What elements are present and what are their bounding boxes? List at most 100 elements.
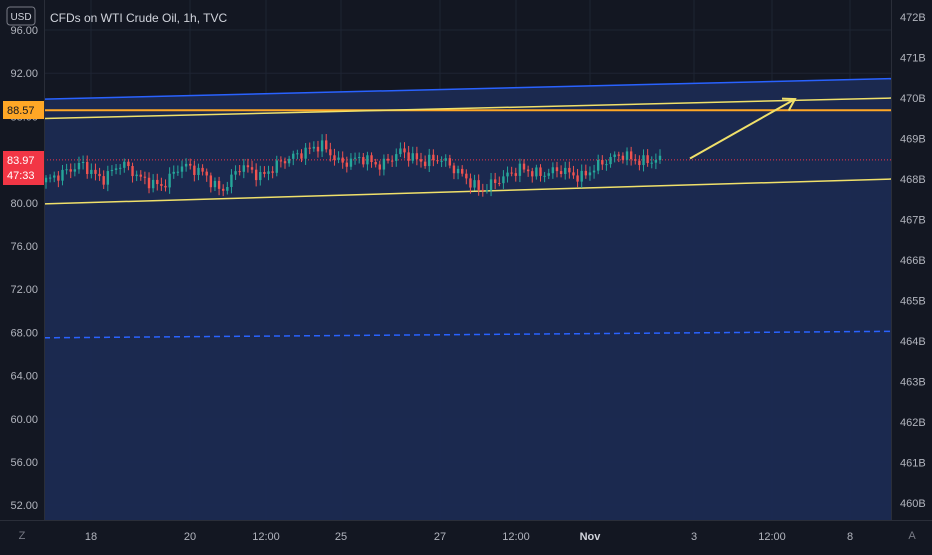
candle-body [213, 180, 217, 188]
channel-mid-dashed-line[interactable] [43, 330, 892, 339]
left-axis-bg[interactable] [0, 0, 44, 520]
candle-body [535, 167, 538, 177]
trend-upper-line[interactable] [43, 97, 892, 120]
right-axis-ticks: 472B 471B 470B 469B 468B 467B 466B 465B 464B 463B… [900, 12, 926, 510]
time-axis-tick-label: 18 [85, 531, 97, 543]
candle-body [642, 155, 645, 166]
time-axis-tick-label: Nov [580, 531, 602, 543]
candle-body [189, 163, 192, 166]
candle-body [444, 158, 447, 161]
candle-body [90, 169, 93, 175]
candle-body [568, 167, 571, 173]
timezone-corner-button[interactable]: Z [19, 530, 26, 542]
right-axis-tick-label: 462B [900, 417, 926, 429]
projection-arrow-head[interactable] [781, 97, 797, 111]
candle-body [106, 171, 110, 185]
candle-body [613, 154, 616, 158]
candle-body [304, 147, 307, 159]
candle-body [283, 161, 287, 164]
candle-body [366, 155, 369, 165]
candle-body [547, 173, 550, 176]
candle-body [308, 147, 311, 149]
candle-body [634, 159, 637, 161]
candle-body [374, 161, 377, 165]
candle-body [419, 159, 423, 162]
candle-body [143, 176, 147, 178]
projection-arrow[interactable] [689, 97, 797, 160]
right-axis-tick-label: 465B [900, 296, 926, 308]
candle-body [341, 157, 344, 163]
candle-body [139, 174, 142, 177]
candle-body [176, 171, 180, 173]
candle-body [629, 151, 633, 160]
time-axis-tick-label: 3 [691, 531, 697, 543]
candle-body [102, 176, 105, 185]
candle-body [86, 161, 89, 175]
right-axis-tick-label: 463B [900, 377, 926, 389]
candle-body [329, 149, 332, 156]
candle-body [411, 153, 414, 161]
candle-body [275, 160, 278, 173]
left-axis-tick-label: 72.00 [10, 284, 38, 296]
candle-body [69, 169, 72, 172]
candle-body [160, 184, 163, 186]
candle-body [127, 161, 130, 167]
candle-body [596, 159, 600, 171]
candle-body [205, 171, 208, 176]
candle-body [395, 154, 398, 161]
candle-body [114, 168, 118, 170]
time-axis-bg[interactable] [0, 520, 932, 550]
candle-body [576, 175, 579, 182]
trend-lower-line[interactable] [43, 178, 892, 205]
candle-body [349, 158, 353, 167]
candle-body [151, 179, 155, 189]
candle-body [296, 153, 299, 155]
candle-body [287, 158, 291, 164]
candle-body [403, 148, 406, 153]
time-axis-tick-label: 25 [335, 531, 347, 543]
candle-body [654, 160, 658, 163]
candle-body [156, 179, 159, 185]
candle-body [238, 171, 241, 173]
candle-body [118, 167, 122, 169]
currency-button[interactable] [6, 6, 36, 26]
candle-body [77, 162, 81, 170]
candle-body [580, 170, 583, 182]
candle-body [312, 146, 316, 149]
candle-body [469, 178, 472, 188]
right-axis-tick-label: 470B [900, 93, 926, 105]
candle-body [267, 171, 270, 174]
candle-body [452, 165, 456, 174]
candle-body [378, 164, 381, 170]
candle-body [48, 177, 52, 179]
candle-body [650, 162, 653, 164]
left-axis-tick-label: 60.00 [10, 414, 38, 426]
right-axis-bg[interactable] [892, 0, 932, 520]
projection-arrow-shaft[interactable] [689, 98, 796, 160]
candle-body [53, 175, 56, 178]
candle-body [531, 171, 534, 177]
candle-body [502, 176, 505, 184]
candle-body [588, 172, 592, 176]
candle-body [625, 151, 629, 160]
candle-body [621, 155, 625, 160]
left-axis-tick-label: 92.00 [10, 68, 38, 80]
candle-body [646, 155, 649, 164]
candle-body [357, 157, 361, 159]
candle-body [522, 163, 526, 170]
candle-body [168, 173, 171, 188]
right-axis-tick-label: 469B [900, 134, 926, 146]
candle-body [320, 140, 324, 152]
left-axis-tick-label: 80.00 [10, 198, 38, 210]
auto-scale-button[interactable]: A [908, 530, 916, 542]
candle-body [226, 186, 229, 191]
candle-body [605, 164, 608, 166]
candle-body [234, 171, 237, 175]
candle-body [65, 169, 68, 171]
candle-body [498, 182, 501, 184]
channel-upper-line[interactable] [43, 77, 892, 100]
candle-body [259, 172, 262, 181]
candle-body [493, 179, 497, 183]
